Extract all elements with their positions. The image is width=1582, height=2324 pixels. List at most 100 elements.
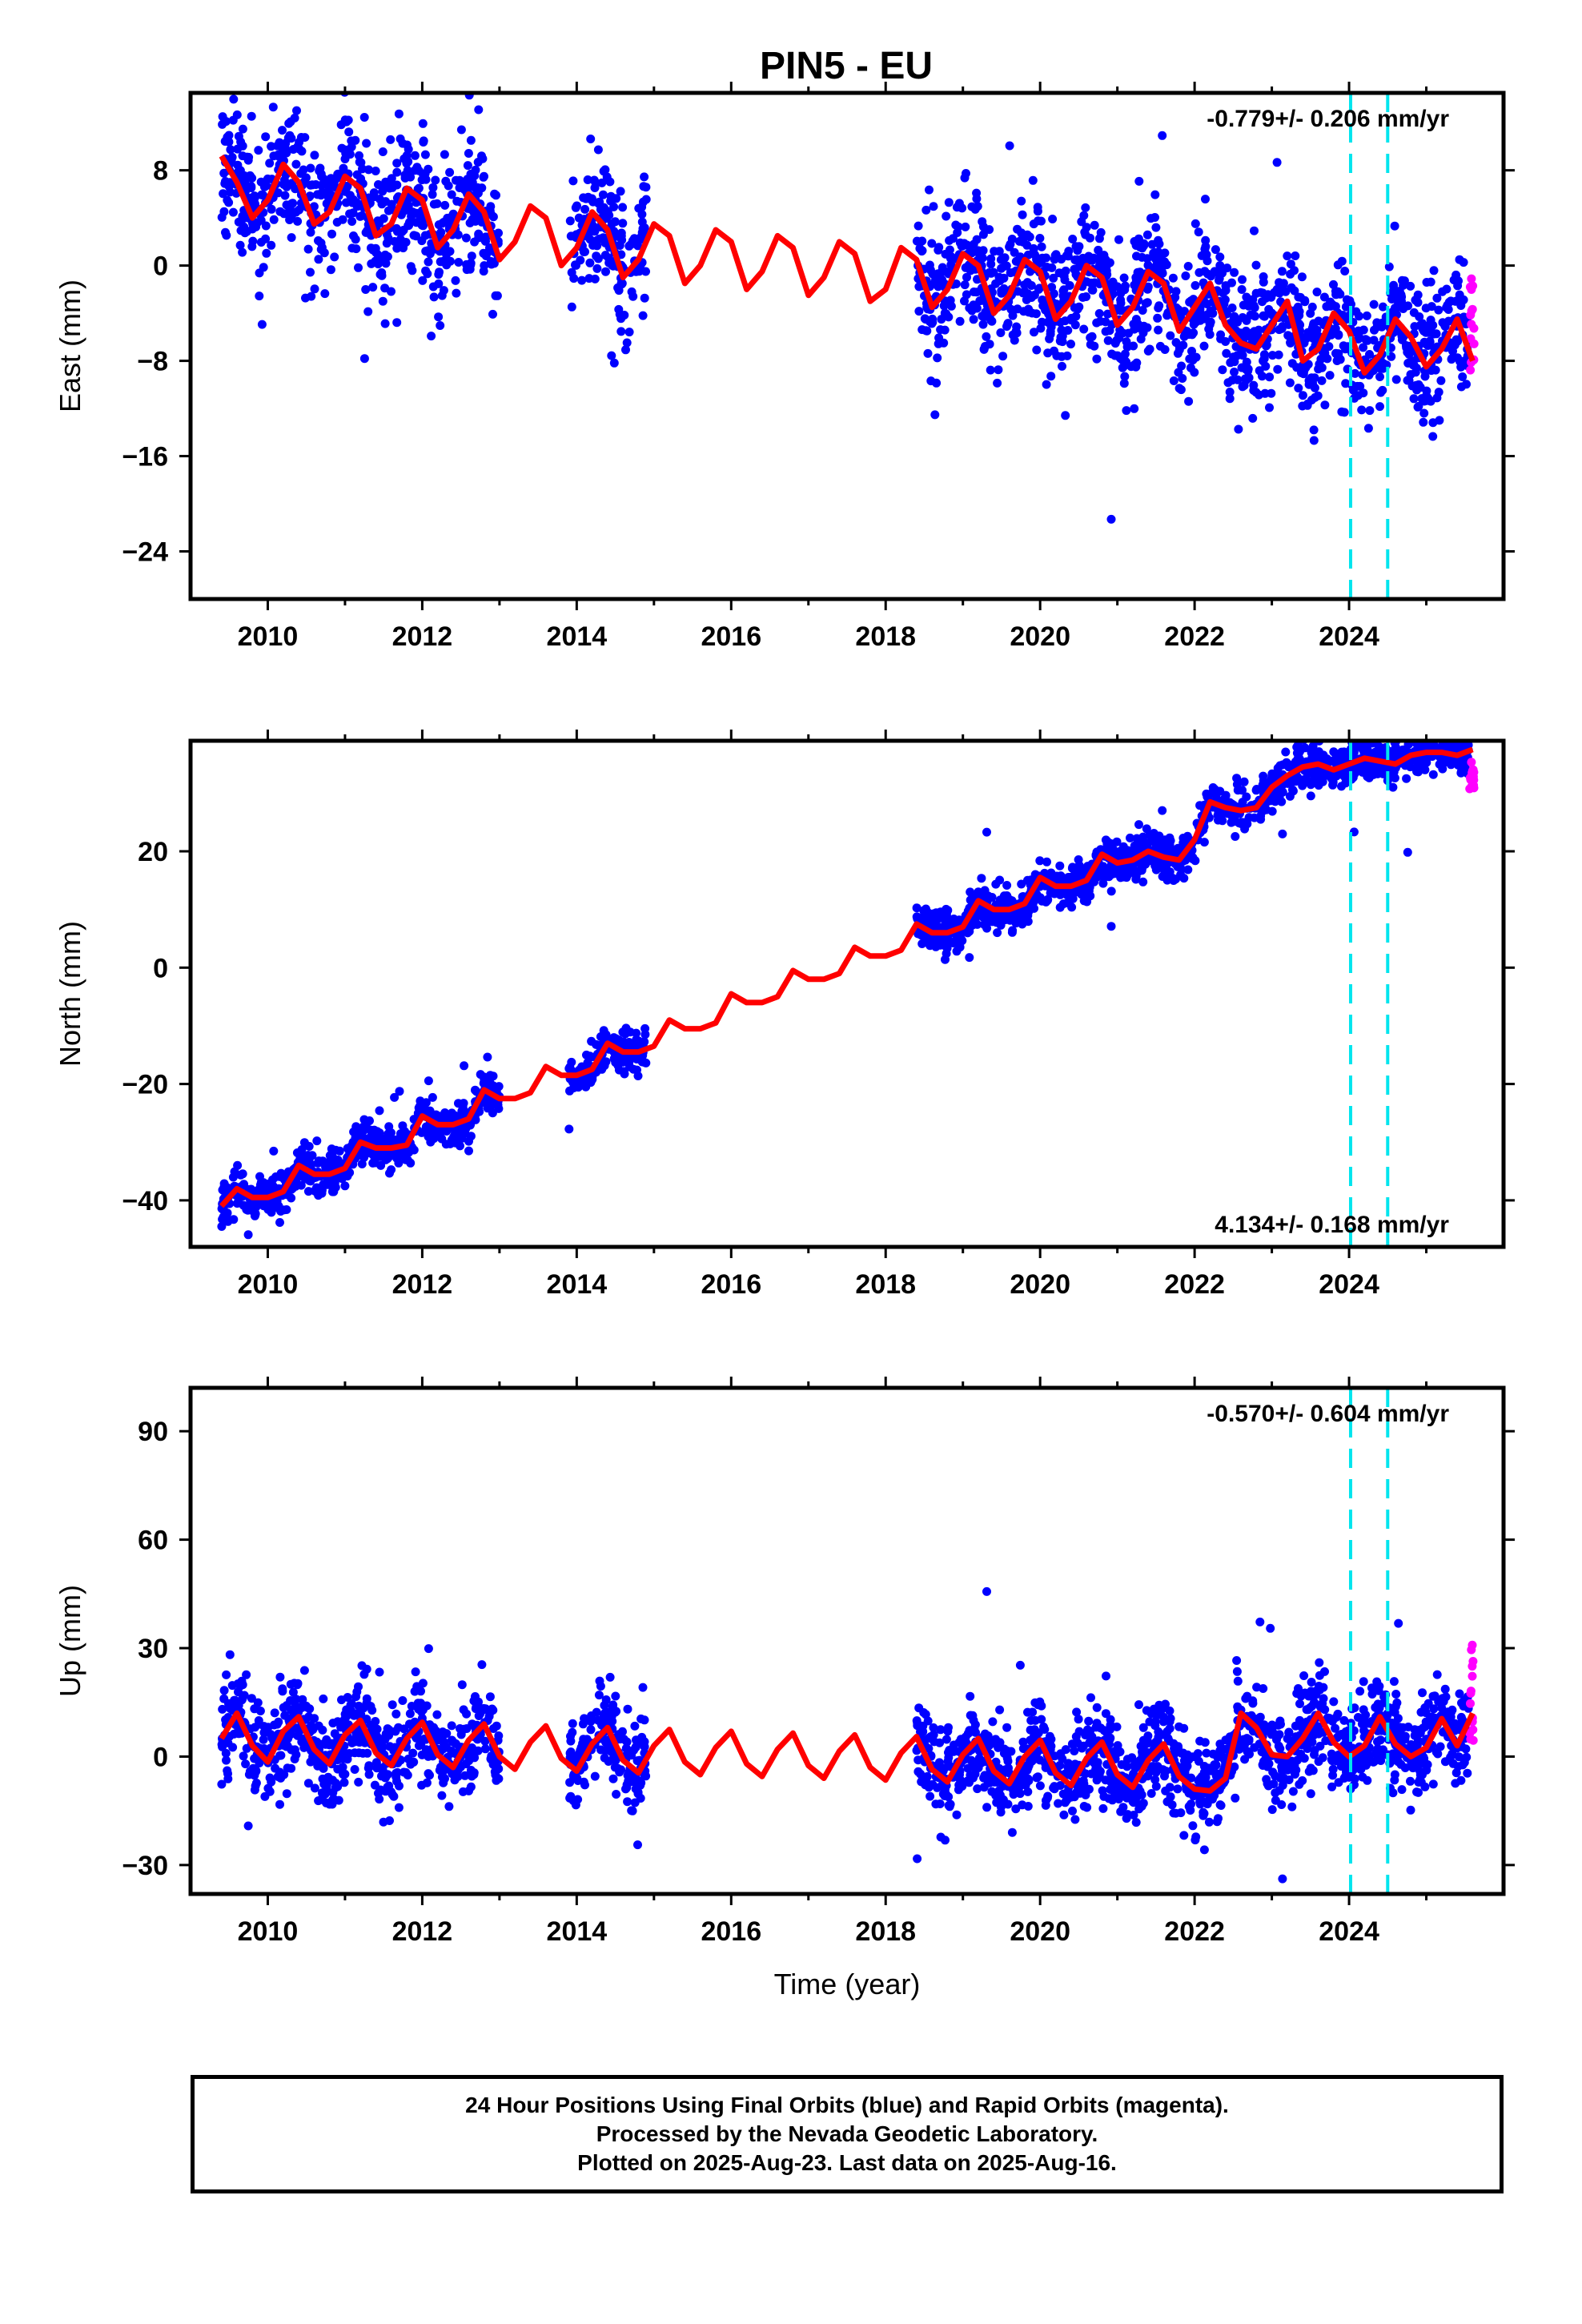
final-orbit-point	[340, 1181, 350, 1191]
final-orbit-point	[334, 170, 343, 179]
final-orbit-point	[586, 135, 596, 143]
final-orbit-point	[638, 197, 648, 207]
final-orbit-point	[571, 203, 580, 212]
final-orbit-point	[565, 216, 575, 226]
final-orbit-point	[395, 1087, 404, 1096]
final-orbit-point	[317, 243, 327, 252]
final-orbit-point	[1404, 760, 1414, 770]
y-tick-label: −20	[122, 1070, 168, 1100]
final-orbit-point	[487, 259, 496, 268]
final-orbit-point	[445, 167, 455, 177]
final-orbit-point	[921, 904, 930, 914]
final-orbit-point	[1422, 278, 1431, 287]
final-orbit-point	[280, 191, 290, 200]
final-orbit-point	[942, 949, 951, 959]
final-orbit-point	[969, 239, 978, 249]
final-orbit-point	[1042, 380, 1051, 389]
final-orbit-point	[1238, 786, 1247, 795]
final-orbit-point	[424, 1644, 433, 1654]
final-orbit-point	[618, 219, 628, 228]
final-orbit-point	[444, 1802, 454, 1811]
final-orbit-point	[637, 217, 647, 227]
final-orbit-point	[1455, 741, 1464, 750]
final-orbit-point	[931, 919, 940, 929]
final-orbit-point	[1119, 273, 1129, 283]
rapid-orbit-point	[1467, 758, 1476, 767]
final-orbit-point	[1073, 246, 1082, 255]
final-orbit-point	[1199, 278, 1208, 287]
final-orbit-point	[1215, 261, 1225, 270]
final-orbit-point	[274, 1717, 283, 1727]
final-orbit-point	[915, 243, 925, 253]
final-orbit-point	[994, 365, 1003, 375]
final-orbit-point	[374, 1133, 383, 1143]
final-orbit-point	[288, 1687, 298, 1697]
final-orbit-point	[975, 296, 985, 306]
final-orbit-point	[469, 1770, 479, 1779]
final-orbit-point	[303, 1187, 313, 1196]
y-axis-label-east: East (mm)	[54, 279, 86, 412]
final-orbit-point	[253, 1698, 263, 1707]
final-orbit-point	[577, 275, 587, 285]
final-orbit-point	[244, 1770, 254, 1779]
final-orbit-point	[238, 124, 247, 134]
final-orbit-point	[349, 231, 358, 240]
final-orbit-point	[386, 135, 396, 144]
final-orbit-point	[291, 1181, 300, 1191]
final-orbit-point	[1138, 877, 1148, 887]
final-orbit-point	[593, 145, 603, 155]
final-orbit-point	[403, 1771, 412, 1780]
final-orbit-point	[239, 1180, 249, 1189]
final-orbit-point	[392, 159, 402, 168]
final-orbit-point	[488, 309, 497, 319]
x-tick-label: 2024	[1319, 1269, 1379, 1300]
final-orbit-point	[1339, 341, 1348, 351]
final-orbit-point	[291, 1695, 301, 1704]
panel-frame-north	[188, 738, 1506, 1249]
final-orbit-point	[418, 119, 428, 128]
final-orbit-point	[1309, 751, 1319, 761]
final-orbit-point	[961, 263, 970, 272]
final-orbit-point	[422, 1778, 432, 1787]
x-tick-label: 2016	[701, 1269, 761, 1300]
final-orbit-point	[1255, 390, 1263, 400]
final-orbit-point	[480, 1744, 490, 1754]
final-orbit-point	[350, 1748, 359, 1758]
final-orbit-point	[345, 209, 355, 219]
final-orbit-point	[1391, 375, 1401, 384]
final-orbit-point	[1425, 337, 1435, 347]
final-orbit-point	[1413, 402, 1423, 412]
final-orbit-point	[290, 113, 299, 123]
final-orbit-point	[1233, 317, 1243, 327]
x-tick-label: 2022	[1164, 1269, 1225, 1300]
final-orbit-point	[1433, 725, 1442, 734]
final-orbit-point	[253, 218, 263, 227]
final-orbit-point	[1415, 312, 1424, 321]
final-orbit-point	[1308, 742, 1318, 751]
final-orbit-point	[1218, 268, 1227, 278]
final-orbit-point	[1078, 292, 1087, 302]
final-orbit-point	[628, 1064, 638, 1074]
final-orbit-point	[247, 111, 256, 121]
final-orbit-point	[1146, 856, 1155, 866]
final-orbit-point	[234, 1729, 243, 1739]
final-orbit-point	[1329, 279, 1338, 289]
final-orbit-point	[418, 275, 428, 285]
final-orbit-point	[962, 272, 971, 282]
final-orbit-point	[1384, 262, 1394, 271]
final-orbit-point	[1002, 881, 1012, 890]
final-orbit-point	[239, 1751, 248, 1761]
final-orbit-point	[1248, 413, 1258, 423]
final-orbit-point	[494, 1731, 504, 1740]
final-orbit-point	[1402, 774, 1411, 783]
final-orbit-point	[1121, 281, 1130, 291]
final-orbit-point	[1118, 363, 1127, 372]
final-orbit-point	[926, 265, 935, 275]
final-orbit-point	[375, 1106, 384, 1116]
final-orbit-point	[392, 318, 402, 328]
final-orbits-points-east	[217, 93, 1479, 524]
final-orbit-point	[1291, 251, 1300, 260]
final-orbit-point	[1448, 347, 1457, 356]
final-orbit-point	[387, 1787, 396, 1796]
final-orbit-point	[638, 311, 648, 320]
